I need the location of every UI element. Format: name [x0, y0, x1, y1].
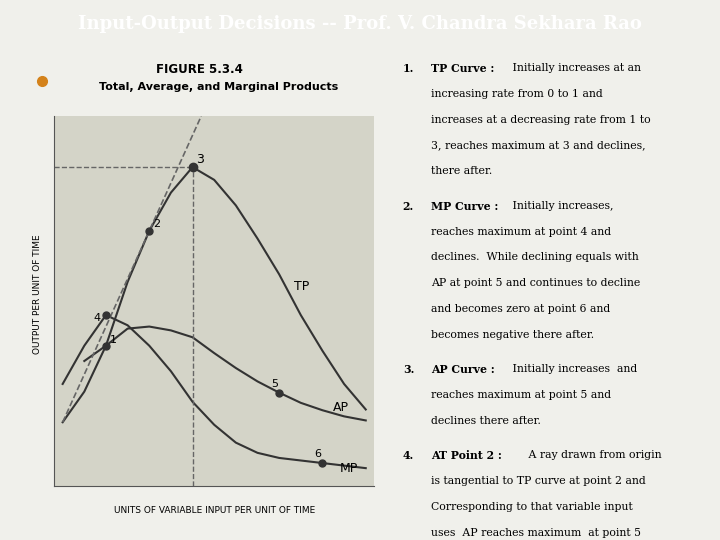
Text: uses  AP reaches maximum  at point 5: uses AP reaches maximum at point 5	[431, 528, 641, 538]
Text: 4.: 4.	[402, 450, 414, 461]
Text: TP: TP	[294, 280, 310, 293]
Text: there after.: there after.	[431, 166, 492, 177]
Text: Initially increases,: Initially increases,	[509, 201, 613, 211]
Text: AP: AP	[333, 401, 349, 414]
Text: MP Curve :: MP Curve :	[431, 201, 498, 212]
Text: AP at point 5 and continues to decline: AP at point 5 and continues to decline	[431, 278, 640, 288]
Text: reaches maximum at point 4 and: reaches maximum at point 4 and	[431, 227, 611, 237]
Text: MP: MP	[340, 462, 358, 475]
Text: 3: 3	[196, 153, 204, 166]
Text: is tangential to TP curve at point 2 and: is tangential to TP curve at point 2 and	[431, 476, 646, 486]
Text: AP Curve :: AP Curve :	[431, 364, 495, 375]
Text: 3.: 3.	[402, 364, 414, 375]
Text: Corresponding to that variable input: Corresponding to that variable input	[431, 502, 633, 512]
Text: 2.: 2.	[402, 201, 414, 212]
Text: OUTPUT PER UNIT OF TIME: OUTPUT PER UNIT OF TIME	[33, 234, 42, 354]
Text: 6: 6	[315, 449, 322, 458]
Text: 4: 4	[94, 313, 101, 323]
Text: 3, reaches maximum at 3 and declines,: 3, reaches maximum at 3 and declines,	[431, 140, 646, 151]
Text: increases at a decreasing rate from 1 to: increases at a decreasing rate from 1 to	[431, 115, 651, 125]
Text: A ray drawn from origin: A ray drawn from origin	[525, 450, 662, 460]
Text: 2: 2	[153, 219, 160, 229]
Text: Input-Output Decisions -- Prof. V. Chandra Sekhara Rao: Input-Output Decisions -- Prof. V. Chand…	[78, 15, 642, 33]
Text: reaches maximum at point 5 and: reaches maximum at point 5 and	[431, 390, 611, 400]
Text: declines.  While declining equals with: declines. While declining equals with	[431, 253, 639, 262]
Text: declines there after.: declines there after.	[431, 416, 541, 426]
Text: and becomes zero at point 6 and: and becomes zero at point 6 and	[431, 304, 610, 314]
Text: Initially increases  and: Initially increases and	[509, 364, 637, 374]
Text: 1.: 1.	[402, 63, 414, 74]
Text: 1: 1	[109, 335, 117, 345]
Text: TP Curve :: TP Curve :	[431, 63, 495, 74]
Text: AT Point 2 :: AT Point 2 :	[431, 450, 502, 461]
Text: FIGURE 5.3.4: FIGURE 5.3.4	[156, 63, 243, 76]
Text: becomes negative there after.: becomes negative there after.	[431, 330, 594, 340]
Text: Initially increases at an: Initially increases at an	[509, 63, 642, 73]
Text: 5: 5	[271, 379, 279, 389]
Text: Total, Average, and Marginal Products: Total, Average, and Marginal Products	[99, 83, 338, 92]
Text: increasing rate from 0 to 1 and: increasing rate from 0 to 1 and	[431, 89, 603, 99]
Text: UNITS OF VARIABLE INPUT PER UNIT OF TIME: UNITS OF VARIABLE INPUT PER UNIT OF TIME	[114, 506, 315, 515]
